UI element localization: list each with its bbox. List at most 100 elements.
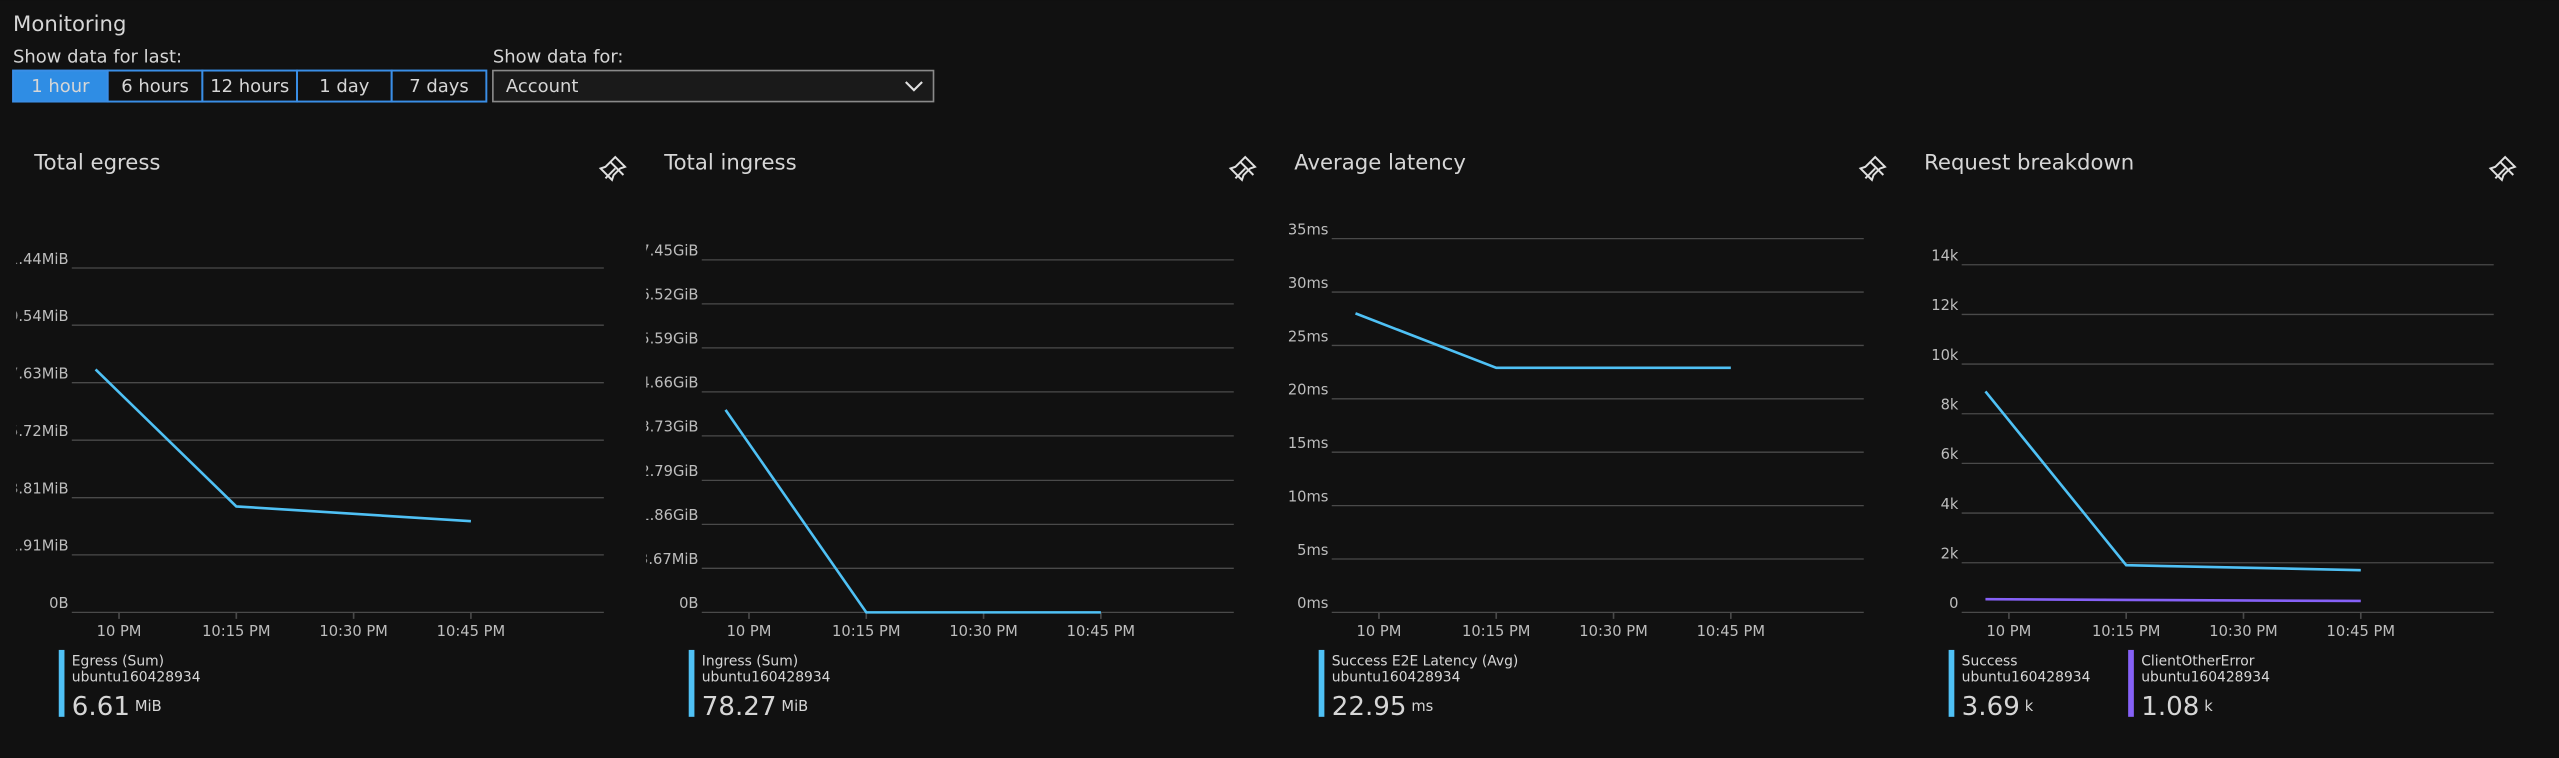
summary-value: 22.95 xyxy=(1332,692,1407,722)
x-tick-label: 10 PM xyxy=(1986,623,2031,640)
legend-resource: ubuntu160428934 xyxy=(72,670,201,686)
y-tick-label: 1.86GiB xyxy=(640,507,698,524)
y-tick-label: 1.91MiB xyxy=(9,538,68,555)
y-tick-label: 4k xyxy=(1941,496,1959,513)
y-tick-label: 3.73GiB xyxy=(640,419,698,436)
summary-unit: k xyxy=(2204,698,2213,715)
y-tick-label: 2k xyxy=(1941,546,1959,563)
y-tick-label: 5ms xyxy=(1297,542,1328,559)
scope-dropdown[interactable]: Account xyxy=(492,69,935,103)
chart-title: Request breakdown xyxy=(1924,151,2134,176)
y-tick-label: 15ms xyxy=(1288,435,1329,452)
legend-resource: ubuntu160428934 xyxy=(1962,670,2091,686)
chart-title: Total ingress xyxy=(663,151,796,176)
y-tick-labels: 0 2k 4k 6k 8k 10k 12k 14k xyxy=(1931,248,1959,613)
summary-unit: ms xyxy=(1411,698,1433,715)
y-tick-label: 7.45GiB xyxy=(640,243,698,260)
legend-swatch xyxy=(1948,649,1955,717)
y-tick-label: 10k xyxy=(1931,347,1959,364)
x-tick-label: 10:30 PM xyxy=(1579,623,1647,640)
pin-icon[interactable] xyxy=(1228,155,1257,182)
x-tick-label: 10 PM xyxy=(727,623,772,640)
x-tick-label: 10:45 PM xyxy=(2327,623,2395,640)
y-tick-label: 4.66GiB xyxy=(640,375,698,392)
legend-summary: 6.61 MiB xyxy=(72,692,162,722)
x-tick-label: 10:30 PM xyxy=(2209,623,2277,640)
legend-swatch xyxy=(688,649,695,717)
x-tick-label: 10:15 PM xyxy=(202,623,270,640)
legend-summary: 1.08 k xyxy=(2141,692,2213,722)
legend-summary: 78.27 MiB xyxy=(702,692,808,722)
summary-value: 6.61 xyxy=(72,692,130,722)
y-tick-label: 953.67MiB xyxy=(620,551,698,568)
range-button-label[interactable]: 6 hours xyxy=(121,76,189,97)
range-button[interactable] xyxy=(390,69,488,103)
range-button-label[interactable]: 1 day xyxy=(319,76,369,97)
chart-panel: Request breakdown 0 2k 4k 6k 8k 10k 12k 14k 10 PM… xyxy=(1924,151,2517,722)
range-button-label[interactable]: 1 hour xyxy=(31,76,90,97)
legend-item[interactable]: Success E2E Latency (Avg)ubuntu160428934… xyxy=(1318,649,1519,722)
x-tick-label: 10 PM xyxy=(97,623,142,640)
legend-name: ClientOtherError xyxy=(2141,653,2255,669)
chart-panel: Total egress 0B 1.91MiB 3.81MiB 5.72MiB 7.63M… xyxy=(0,151,627,722)
dropdown-value[interactable]: Account xyxy=(506,76,578,97)
x-tick-label: 10:15 PM xyxy=(2092,623,2160,640)
legend-item[interactable]: Egress (Sum)ubuntu160428934 6.61 MiB xyxy=(58,649,201,722)
range-button-label[interactable]: 12 hours xyxy=(210,76,289,97)
pin-icon[interactable] xyxy=(2488,155,2517,182)
y-tick-label: 0B xyxy=(49,595,68,612)
legend-item[interactable]: Ingress (Sum)ubuntu160428934 78.27 MiB xyxy=(688,649,831,722)
pin-icon[interactable] xyxy=(598,155,627,182)
legend-name: Ingress (Sum) xyxy=(702,653,798,669)
range-button[interactable] xyxy=(12,69,109,103)
x-tick-label: 10:15 PM xyxy=(1462,623,1530,640)
x-tick-label: 10:45 PM xyxy=(1067,623,1135,640)
summary-unit: MiB xyxy=(135,698,162,715)
range-buttons: 1 hour 6 hours 12 hours 1 day 7 days xyxy=(12,69,488,103)
summary-unit: k xyxy=(2025,698,2034,715)
x-tick-label: 10:15 PM xyxy=(832,623,900,640)
page-title: Monitoring xyxy=(13,12,126,37)
summary-value: 1.08 xyxy=(2141,692,2199,722)
y-tick-label: 9.54MiB xyxy=(9,308,68,325)
y-tick-label: 25ms xyxy=(1288,328,1329,345)
x-tick-label: 10:30 PM xyxy=(949,623,1017,640)
dropdown-box[interactable] xyxy=(492,69,935,103)
y-tick-labels: 0ms 5ms 10ms 15ms 20ms 25ms 30ms 35ms xyxy=(1288,221,1329,612)
range-button-label[interactable]: 7 days xyxy=(409,76,468,97)
y-tick-label: 6k xyxy=(1941,446,1959,463)
pin-icon[interactable] xyxy=(1858,155,1887,182)
y-tick-label: 11.44MiB xyxy=(0,251,69,268)
y-tick-label: 0B xyxy=(679,595,698,612)
y-tick-labels: 0B 953.67MiB 1.86GiB 2.79GiB 3.73GiB 4.66GiB 5… xyxy=(620,243,698,613)
series-line xyxy=(1984,390,2361,572)
summary-unit: MiB xyxy=(781,698,808,715)
legend-swatch xyxy=(2128,649,2134,717)
range-button[interactable] xyxy=(106,69,204,103)
legend-name: Success E2E Latency (Avg) xyxy=(1332,653,1519,669)
y-tick-label: 5.59GiB xyxy=(640,331,698,348)
x-tick-label: 10 PM xyxy=(1357,623,1402,640)
legend-name: Success xyxy=(1962,653,2018,669)
range-label: Show data for last: xyxy=(13,46,182,67)
legend-resource: ubuntu160428934 xyxy=(1332,670,1461,686)
legend-resource: ubuntu160428934 xyxy=(2141,670,2270,686)
y-tick-label: 3.81MiB xyxy=(9,481,68,498)
legend-resource: ubuntu160428934 xyxy=(702,670,831,686)
series-line xyxy=(724,409,1101,614)
y-tick-label: 30ms xyxy=(1288,275,1329,292)
y-tick-label: 14k xyxy=(1931,248,1959,265)
summary-value: 78.27 xyxy=(702,692,777,722)
y-tick-label: 6.52GiB xyxy=(640,287,698,304)
y-tick-label: 20ms xyxy=(1288,382,1329,399)
chart-panel: Average latency 0ms 5ms 10ms 15ms 20ms 25ms 30m… xyxy=(1288,151,1887,722)
chevron xyxy=(905,81,923,92)
series-line xyxy=(1355,312,1731,370)
legend-swatch xyxy=(1318,649,1325,717)
y-tick-labels: 0B 1.91MiB 3.81MiB 5.72MiB 7.63MiB 9.54MiB 11.… xyxy=(0,251,69,612)
